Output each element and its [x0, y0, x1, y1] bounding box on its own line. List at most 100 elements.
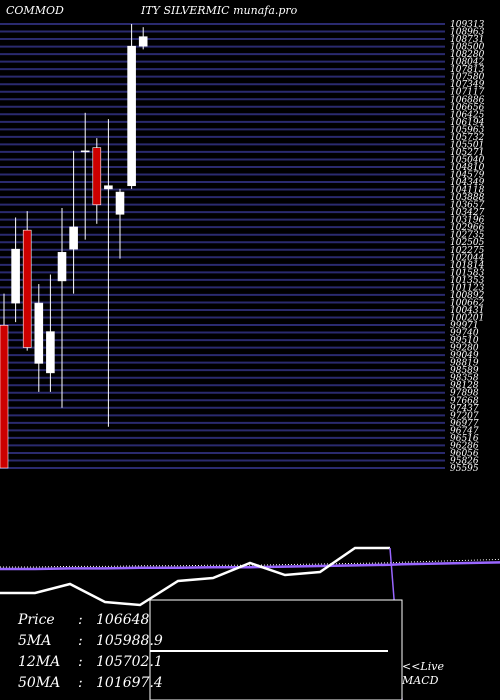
candle-body-up: [46, 331, 55, 374]
macd-line: [0, 546, 390, 607]
candle-body-up: [115, 191, 125, 215]
y-tick-label: 103888: [450, 193, 485, 203]
y-tick-label: 102275: [450, 246, 485, 256]
y-tick-label: 102735: [450, 231, 485, 241]
candle-body-up: [138, 36, 148, 47]
stat-label: 12MA: [18, 654, 61, 670]
y-tick-label: 99280: [450, 344, 479, 354]
stat-12ma: 12MA : 105702.1: [18, 652, 163, 673]
y-tick-label: 96286: [450, 441, 479, 451]
y-tick-label: 101123: [450, 283, 485, 293]
candle-body-up: [57, 252, 67, 282]
stats-panel: Price : 106648 5MA : 105988.9 12MA : 105…: [18, 610, 163, 694]
y-tick-label: 101814: [450, 261, 485, 271]
y-tick-label: 108280: [450, 50, 485, 60]
y-tick-label: 98819: [450, 359, 479, 369]
y-tick-label: 107349: [450, 80, 485, 90]
y-tick-label: 109313: [450, 20, 485, 30]
stat-value: 105988.9: [96, 633, 163, 649]
macd-label: MACD: [402, 674, 439, 687]
y-tick-label: 102505: [450, 238, 485, 248]
candle: [115, 188, 125, 259]
y-tick-label: 104810: [450, 163, 485, 173]
candle-body-up: [11, 248, 20, 304]
y-tick-label: 104579: [450, 171, 485, 181]
y-tick-label: 108963: [450, 28, 485, 38]
candle: [127, 24, 136, 189]
macd-chart: [0, 546, 500, 700]
stat-value: 101697.4: [96, 675, 163, 691]
y-tick-label: 99049: [450, 351, 479, 361]
stat-price: Price : 106648: [18, 610, 163, 631]
y-tick-label: 101583: [450, 268, 485, 278]
candles: [0, 24, 148, 469]
y-tick-label: 100431: [450, 306, 484, 316]
stat-value: 105702.1: [96, 654, 163, 670]
y-tick-label: 97207: [450, 411, 479, 421]
candle-body-up: [34, 302, 44, 364]
price-chart: 1093131089631087311085001082801080421078…: [0, 4, 485, 472]
stat-value: 106648: [96, 612, 150, 628]
candle: [69, 150, 78, 294]
macd-signal-dotted: [0, 558, 500, 568]
y-tick-label: 108731: [450, 35, 484, 45]
y-tick-label: 96747: [450, 426, 479, 436]
y-tick-label: 105271: [450, 148, 484, 158]
y-tick-label: 106425: [450, 110, 485, 120]
stat-50ma: 50MA : 101697.4: [18, 673, 163, 694]
y-tick-label: 105732: [450, 133, 485, 143]
candle: [138, 27, 148, 50]
live-label: <<Live: [402, 660, 444, 673]
y-tick-label: 101353: [450, 276, 485, 286]
stat-5ma: 5MA : 105988.9: [18, 631, 163, 652]
candle-body-down: [0, 324, 9, 469]
candle-body-up: [69, 226, 78, 250]
stat-label: 50MA: [18, 675, 61, 691]
y-tick-label: 99971: [450, 321, 479, 331]
candle-body-down: [22, 229, 32, 348]
y-tick-label: 98358: [450, 374, 479, 384]
y-tick-label: 98128: [450, 381, 479, 391]
candle: [92, 138, 102, 224]
stat-label: Price: [18, 612, 55, 628]
y-tick-label: 96516: [450, 434, 479, 444]
y-tick-label: 97898: [450, 389, 479, 399]
candle: [57, 207, 67, 408]
y-tick-label: 99740: [450, 329, 479, 339]
chart-title-left: COMMOD: [6, 4, 64, 17]
y-tick-label: 108042: [450, 58, 485, 68]
candle-body-up: [80, 150, 90, 153]
price-gridlines: [0, 23, 445, 469]
y-tick-label: 99510: [450, 336, 479, 346]
y-tick-label: 102966: [450, 223, 485, 233]
y-tick-label: 104349: [450, 178, 485, 188]
y-tick-label: 105963: [450, 125, 485, 135]
y-tick-label: 96056: [450, 449, 479, 459]
y-tick-label: 95595: [450, 464, 479, 472]
chart-title-right: ITY SILVERMIC munafa.pro: [140, 4, 298, 17]
y-tick-label: 106886: [450, 95, 485, 105]
candle: [104, 119, 113, 427]
y-tick-label: 100662: [450, 298, 485, 308]
candle: [80, 112, 90, 240]
y-tick-label: 106194: [450, 118, 485, 128]
y-tick-label: 96977: [450, 419, 479, 429]
stat-label: 5MA: [18, 633, 52, 649]
candle: [46, 274, 55, 392]
y-tick-label: 103196: [450, 216, 485, 226]
y-tick-label: 103657: [450, 201, 485, 211]
price-axis-ticks: 1093131089631087311085001082801080421078…: [450, 20, 485, 472]
candle-body-down: [92, 147, 102, 206]
y-tick-label: 102044: [450, 253, 485, 263]
y-tick-label: 104118: [450, 186, 485, 196]
y-tick-label: 105501: [450, 140, 484, 150]
y-tick-label: 95826: [450, 456, 479, 466]
candle: [34, 284, 44, 392]
y-tick-label: 100201: [450, 313, 484, 323]
candle: [11, 217, 20, 323]
y-tick-label: 97437: [450, 404, 479, 414]
macd-signal-line: [0, 561, 500, 571]
candle-body-up: [104, 185, 113, 190]
y-tick-label: 107117: [450, 88, 485, 98]
macd-legend: <<Live MACD: [402, 660, 444, 688]
